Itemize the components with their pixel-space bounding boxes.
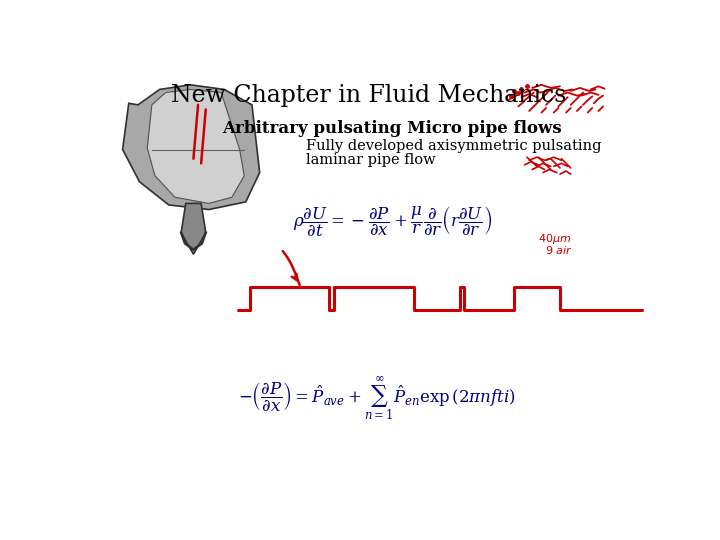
Text: $\rho \dfrac{\partial U}{\partial t} = -\dfrac{\partial P}{\partial x} + \dfrac{: $\rho \dfrac{\partial U}{\partial t} = -… — [292, 205, 492, 239]
Polygon shape — [122, 85, 260, 210]
Polygon shape — [181, 204, 206, 254]
Text: $-\left(\dfrac{\partial P}{\partial x}\right) = \hat{P}_{ave} + \sum_{n=1}^{\inf: $-\left(\dfrac{\partial P}{\partial x}\r… — [238, 374, 516, 422]
Text: Fully developed axisymmetric pulsating: Fully developed axisymmetric pulsating — [306, 139, 601, 153]
Text: $40\mu m$: $40\mu m$ — [539, 232, 572, 246]
Text: New Chapter in Fluid Mechanics: New Chapter in Fluid Mechanics — [171, 84, 567, 107]
Polygon shape — [148, 90, 244, 204]
Text: Arbitrary pulsating Micro pipe flows: Arbitrary pulsating Micro pipe flows — [222, 120, 562, 137]
Text: laminar pipe flow: laminar pipe flow — [306, 153, 436, 167]
Text: $9\ air$: $9\ air$ — [544, 244, 572, 256]
